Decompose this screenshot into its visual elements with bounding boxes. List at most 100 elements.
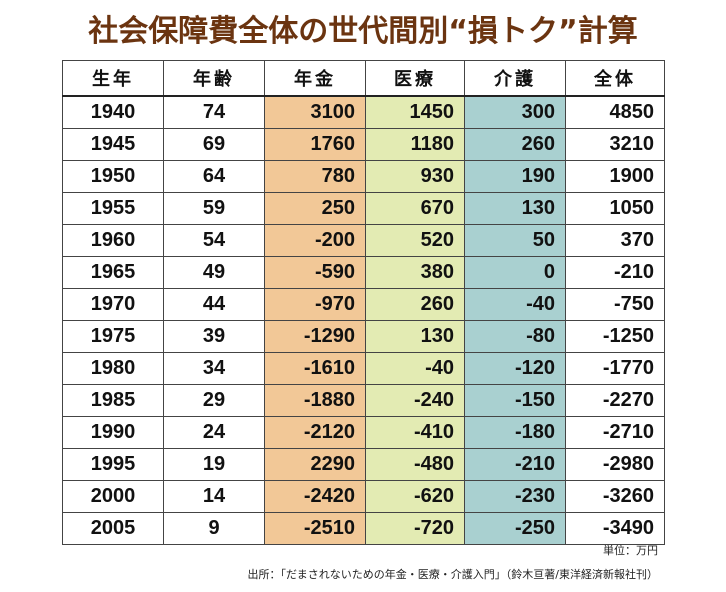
age-cell: 49 bbox=[163, 256, 265, 289]
medical-cell: -240 bbox=[365, 384, 465, 417]
age-cell: 29 bbox=[163, 384, 265, 417]
care-cell: 50 bbox=[464, 224, 566, 257]
table-row: 1950 64 780 930 190 1900 bbox=[62, 160, 665, 193]
table-row: 2000 14 -2420 -620 -230 -3260 bbox=[62, 480, 665, 513]
care-cell: -250 bbox=[464, 512, 566, 545]
care-cell: -40 bbox=[464, 288, 566, 321]
pension-cell: -1880 bbox=[264, 384, 366, 417]
pension-cell: -2510 bbox=[264, 512, 366, 545]
birth-year-cell: 1955 bbox=[62, 192, 164, 225]
header-age: 年齢 bbox=[163, 60, 265, 97]
pension-cell: -1610 bbox=[264, 352, 366, 385]
age-cell: 64 bbox=[163, 160, 265, 193]
birth-year-cell: 2005 bbox=[62, 512, 164, 545]
medical-cell: 1180 bbox=[365, 128, 465, 161]
header-medical: 医療 bbox=[365, 60, 465, 97]
table-row: 1995 19 2290 -480 -210 -2980 bbox=[62, 448, 665, 481]
pension-cell: -200 bbox=[264, 224, 366, 257]
care-cell: -210 bbox=[464, 448, 566, 481]
pension-cell: -2420 bbox=[264, 480, 366, 513]
pension-cell: 2290 bbox=[264, 448, 366, 481]
age-cell: 24 bbox=[163, 416, 265, 449]
birth-year-cell: 1995 bbox=[62, 448, 164, 481]
care-cell: -120 bbox=[464, 352, 566, 385]
care-cell: 300 bbox=[464, 95, 566, 129]
total-cell: 4850 bbox=[565, 95, 665, 129]
table-row: 1980 34 -1610 -40 -120 -1770 bbox=[62, 352, 665, 385]
table-row: 1985 29 -1880 -240 -150 -2270 bbox=[62, 384, 665, 417]
total-cell: 1050 bbox=[565, 192, 665, 225]
birth-year-cell: 1950 bbox=[62, 160, 164, 193]
total-cell: -210 bbox=[565, 256, 665, 289]
total-cell: 370 bbox=[565, 224, 665, 257]
header-birth-year: 生年 bbox=[62, 60, 164, 97]
medical-cell: -40 bbox=[365, 352, 465, 385]
age-cell: 44 bbox=[163, 288, 265, 321]
total-cell: 3210 bbox=[565, 128, 665, 161]
medical-cell: 930 bbox=[365, 160, 465, 193]
total-cell: -1250 bbox=[565, 320, 665, 353]
header-total: 全体 bbox=[565, 60, 665, 97]
birth-year-cell: 2000 bbox=[62, 480, 164, 513]
table-row: 1975 39 -1290 130 -80 -1250 bbox=[62, 320, 665, 353]
table-row: 1955 59 250 670 130 1050 bbox=[62, 192, 665, 225]
header-row: 生年 年齢 年金 医療 介護 全体 bbox=[62, 60, 665, 97]
data-table: 生年 年齢 年金 医療 介護 全体 1940 74 3100 1450 300 4850 1… bbox=[62, 60, 665, 545]
pension-cell: 780 bbox=[264, 160, 366, 193]
table-row: 2005 9 -2510 -720 -250 -3490 bbox=[62, 512, 665, 545]
pension-cell: 1760 bbox=[264, 128, 366, 161]
birth-year-cell: 1985 bbox=[62, 384, 164, 417]
table-row: 1945 69 1760 1180 260 3210 bbox=[62, 128, 665, 161]
birth-year-cell: 1990 bbox=[62, 416, 164, 449]
age-cell: 59 bbox=[163, 192, 265, 225]
unit-note: 単位：万円 bbox=[603, 544, 658, 557]
medical-cell: -410 bbox=[365, 416, 465, 449]
medical-cell: 130 bbox=[365, 320, 465, 353]
age-cell: 39 bbox=[163, 320, 265, 353]
total-cell: -2270 bbox=[565, 384, 665, 417]
care-cell: 190 bbox=[464, 160, 566, 193]
total-cell: -3490 bbox=[565, 512, 665, 545]
birth-year-cell: 1975 bbox=[62, 320, 164, 353]
total-cell: -750 bbox=[565, 288, 665, 321]
pension-cell: -2120 bbox=[264, 416, 366, 449]
header-pension: 年金 bbox=[264, 60, 366, 97]
pension-cell: -1290 bbox=[264, 320, 366, 353]
medical-cell: 670 bbox=[365, 192, 465, 225]
birth-year-cell: 1970 bbox=[62, 288, 164, 321]
birth-year-cell: 1940 bbox=[62, 95, 164, 129]
medical-cell: 260 bbox=[365, 288, 465, 321]
care-cell: 260 bbox=[464, 128, 566, 161]
medical-cell: -620 bbox=[365, 480, 465, 513]
age-cell: 34 bbox=[163, 352, 265, 385]
birth-year-cell: 1960 bbox=[62, 224, 164, 257]
birth-year-cell: 1945 bbox=[62, 128, 164, 161]
birth-year-cell: 1965 bbox=[62, 256, 164, 289]
care-cell: 130 bbox=[464, 192, 566, 225]
table-row: 1970 44 -970 260 -40 -750 bbox=[62, 288, 665, 321]
age-cell: 69 bbox=[163, 128, 265, 161]
medical-cell: 1450 bbox=[365, 95, 465, 129]
total-cell: -3260 bbox=[565, 480, 665, 513]
age-cell: 54 bbox=[163, 224, 265, 257]
chart-title: 社会保障費全体の世代間別“損トク”計算 bbox=[88, 14, 638, 49]
care-cell: -230 bbox=[464, 480, 566, 513]
care-cell: -150 bbox=[464, 384, 566, 417]
table-body: 1940 74 3100 1450 300 4850 1945 69 1760 1180 260 32… bbox=[62, 95, 665, 545]
medical-cell: -720 bbox=[365, 512, 465, 545]
source-note: 出所：「だまされないための年金・医療・介護入門」（鈴木亘著/東洋経済新報社刊） bbox=[247, 568, 658, 581]
total-cell: 1900 bbox=[565, 160, 665, 193]
total-cell: -1770 bbox=[565, 352, 665, 385]
medical-cell: -480 bbox=[365, 448, 465, 481]
medical-cell: 520 bbox=[365, 224, 465, 257]
total-cell: -2710 bbox=[565, 416, 665, 449]
pension-cell: 250 bbox=[264, 192, 366, 225]
table-row: 1940 74 3100 1450 300 4850 bbox=[62, 95, 665, 129]
pension-cell: 3100 bbox=[264, 95, 366, 129]
age-cell: 9 bbox=[163, 512, 265, 545]
table-row: 1965 49 -590 380 0 -210 bbox=[62, 256, 665, 289]
table-row: 1990 24 -2120 -410 -180 -2710 bbox=[62, 416, 665, 449]
care-cell: 0 bbox=[464, 256, 566, 289]
birth-year-cell: 1980 bbox=[62, 352, 164, 385]
age-cell: 14 bbox=[163, 480, 265, 513]
